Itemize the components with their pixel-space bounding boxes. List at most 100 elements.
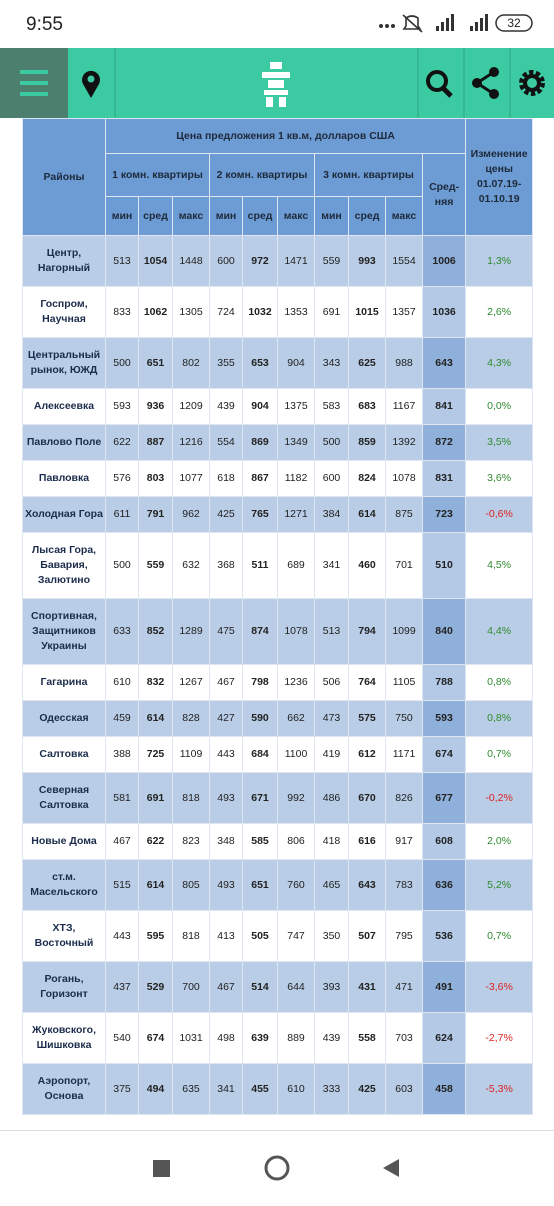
- value-cell: 583: [314, 388, 349, 425]
- value-cell: 439: [314, 1012, 349, 1064]
- value-cell: 348: [209, 823, 243, 860]
- value-cell: 595: [138, 910, 173, 962]
- value-cell: 5,2%: [465, 859, 534, 911]
- value-cell: 823: [172, 823, 210, 860]
- value-cell: 683: [348, 388, 386, 425]
- value-cell: 341: [209, 1063, 243, 1115]
- value-cell: 841: [421, 388, 467, 425]
- value-cell: 475: [209, 598, 243, 665]
- value-cell: 467: [209, 664, 243, 701]
- value-cell: 1171: [385, 736, 423, 773]
- header-cell: 2 комн. квартиры: [209, 153, 315, 197]
- value-cell: 1,3%: [465, 235, 534, 287]
- table-container: Районы Цена предложения 1 кв.м, долларов …: [22, 118, 534, 1115]
- value-cell: 2,0%: [465, 823, 534, 860]
- value-cell: 1236: [277, 664, 315, 701]
- value-cell: 511: [242, 532, 278, 599]
- value-cell: 375: [105, 1063, 139, 1115]
- value-cell: 439: [209, 388, 243, 425]
- header-row: Районы Цена предложения 1 кв.м, долларов …: [22, 118, 534, 236]
- value-cell: 529: [138, 961, 173, 1013]
- value-cell: 802: [172, 337, 210, 389]
- value-cell: 674: [421, 736, 467, 773]
- value-cell: 1054: [138, 235, 173, 287]
- value-cell: 1099: [385, 598, 423, 665]
- battery-level: 32: [507, 16, 521, 30]
- value-cell: 3,6%: [465, 460, 534, 497]
- value-cell: 506: [314, 664, 349, 701]
- value-cell: 603: [385, 1063, 423, 1115]
- location-button[interactable]: [81, 70, 100, 98]
- value-cell: 622: [138, 823, 173, 860]
- value-cell: 513: [105, 235, 139, 287]
- value-cell: 505: [242, 910, 278, 962]
- home-button[interactable]: [264, 1155, 290, 1181]
- value-cell: 3,5%: [465, 424, 534, 461]
- settings-button[interactable]: [519, 70, 545, 96]
- value-cell: 643: [421, 337, 467, 389]
- value-cell: 368: [209, 532, 243, 599]
- value-cell: 610: [277, 1063, 315, 1115]
- value-cell: 471: [385, 961, 423, 1013]
- value-cell: 703: [385, 1012, 423, 1064]
- value-cell: 0,7%: [465, 910, 534, 962]
- search-button[interactable]: [426, 70, 453, 98]
- value-cell: 608: [421, 823, 467, 860]
- value-cell: 515: [105, 859, 139, 911]
- value-cell: 803: [138, 460, 173, 497]
- table-row: Лысая Гора, Бавария, Залютино 500 559 632 36…: [22, 532, 534, 599]
- header-cell: Изменение цены 01.07.19-01.10.19: [465, 118, 534, 236]
- value-cell: 765: [242, 496, 278, 533]
- value-cell: 805: [172, 859, 210, 911]
- value-cell: 500: [105, 337, 139, 389]
- district-cell: Рогань, Горизонт: [22, 961, 106, 1013]
- table-row: Северная Салтовка 581 691 818 493 671 992 486 67…: [22, 772, 534, 824]
- value-cell: 725: [138, 736, 173, 773]
- value-cell: 513: [314, 598, 349, 665]
- header-cell: сред: [138, 196, 173, 236]
- district-cell: Павлово Поле: [22, 424, 106, 461]
- value-cell: 459: [105, 700, 139, 737]
- value-cell: 723: [421, 496, 467, 533]
- value-cell: 636: [421, 859, 467, 911]
- header-cell: мин: [314, 196, 349, 236]
- value-cell: 670: [348, 772, 386, 824]
- value-cell: 1015: [348, 286, 386, 338]
- value-cell: 425: [348, 1063, 386, 1115]
- header-cell: макс: [172, 196, 210, 236]
- value-cell: 993: [348, 235, 386, 287]
- back-button[interactable]: [383, 1159, 399, 1177]
- nav-bar: [0, 1130, 554, 1201]
- value-cell: 633: [105, 598, 139, 665]
- value-cell: 554: [209, 424, 243, 461]
- header-cell: Цена предложения 1 кв.м, долларов США: [104, 118, 467, 154]
- value-cell: 498: [209, 1012, 243, 1064]
- value-cell: 1032: [242, 286, 278, 338]
- value-cell: 465: [314, 859, 349, 911]
- value-cell: 614: [348, 496, 386, 533]
- table-row: Павловка 576 803 1077 618 867 1182 600 824 1078 83…: [22, 460, 534, 497]
- district-cell: Спортивная, Защитников Украины: [22, 598, 106, 665]
- value-cell: 747: [277, 910, 315, 962]
- table-row: Новые Дома 467 622 823 348 585 806 418 616 917 608…: [22, 823, 534, 860]
- table-row: ХТЗ, Восточный 443 595 818 413 505 747 350 507 79…: [22, 910, 534, 962]
- value-cell: 691: [314, 286, 349, 338]
- table-row: ст.м. Масельского 515 614 805 493 651 760 465 64…: [22, 859, 534, 911]
- table-row: Центр, Нагорный 513 1054 1448 600 972 1471 559 9…: [22, 235, 534, 287]
- value-cell: 419: [314, 736, 349, 773]
- value-cell: 467: [209, 961, 243, 1013]
- recents-button[interactable]: [153, 1160, 170, 1177]
- table-row: Салтовка 388 725 1109 443 684 1100 419 612 1171 67…: [22, 736, 534, 773]
- value-cell: 514: [242, 961, 278, 1013]
- value-cell: 869: [242, 424, 278, 461]
- value-cell: 536: [421, 910, 467, 962]
- value-cell: 558: [348, 1012, 386, 1064]
- header-cell: сред: [242, 196, 278, 236]
- district-cell: Холодная Гора: [22, 496, 106, 533]
- table-row: Центральный рынок, ЮЖД 500 651 802 355 653 904…: [22, 337, 534, 389]
- table-row: Рогань, Горизонт 437 529 700 467 514 644 393 431…: [22, 961, 534, 1013]
- value-cell: 491: [421, 961, 467, 1013]
- share-button[interactable]: [472, 67, 499, 99]
- value-cell: 760: [277, 859, 315, 911]
